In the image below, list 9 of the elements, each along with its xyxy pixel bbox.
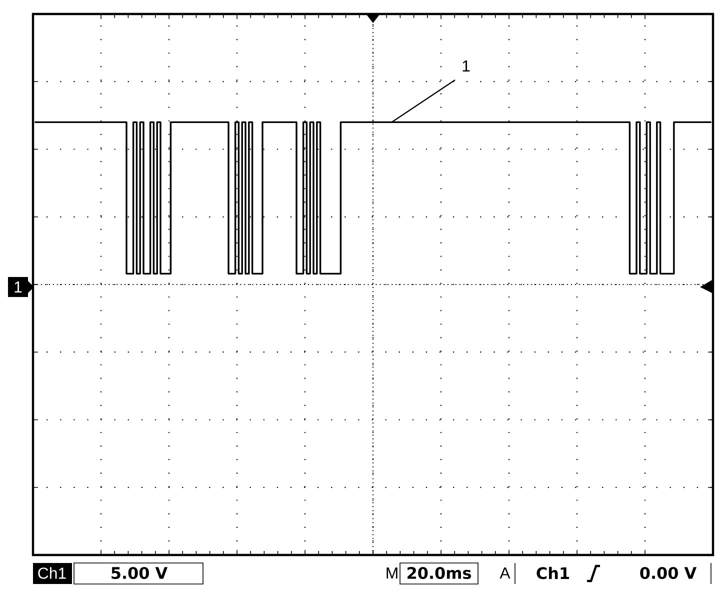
text: Ch1	[536, 566, 569, 580]
text: 1	[14, 282, 22, 292]
text: M	[386, 568, 398, 578]
text: 5.00 V	[112, 566, 168, 580]
text: 1	[462, 60, 470, 72]
text: Ch1	[38, 567, 66, 579]
text: 20.0ms	[408, 566, 471, 580]
text: 0.00 V	[640, 566, 697, 580]
text: A	[500, 568, 510, 578]
